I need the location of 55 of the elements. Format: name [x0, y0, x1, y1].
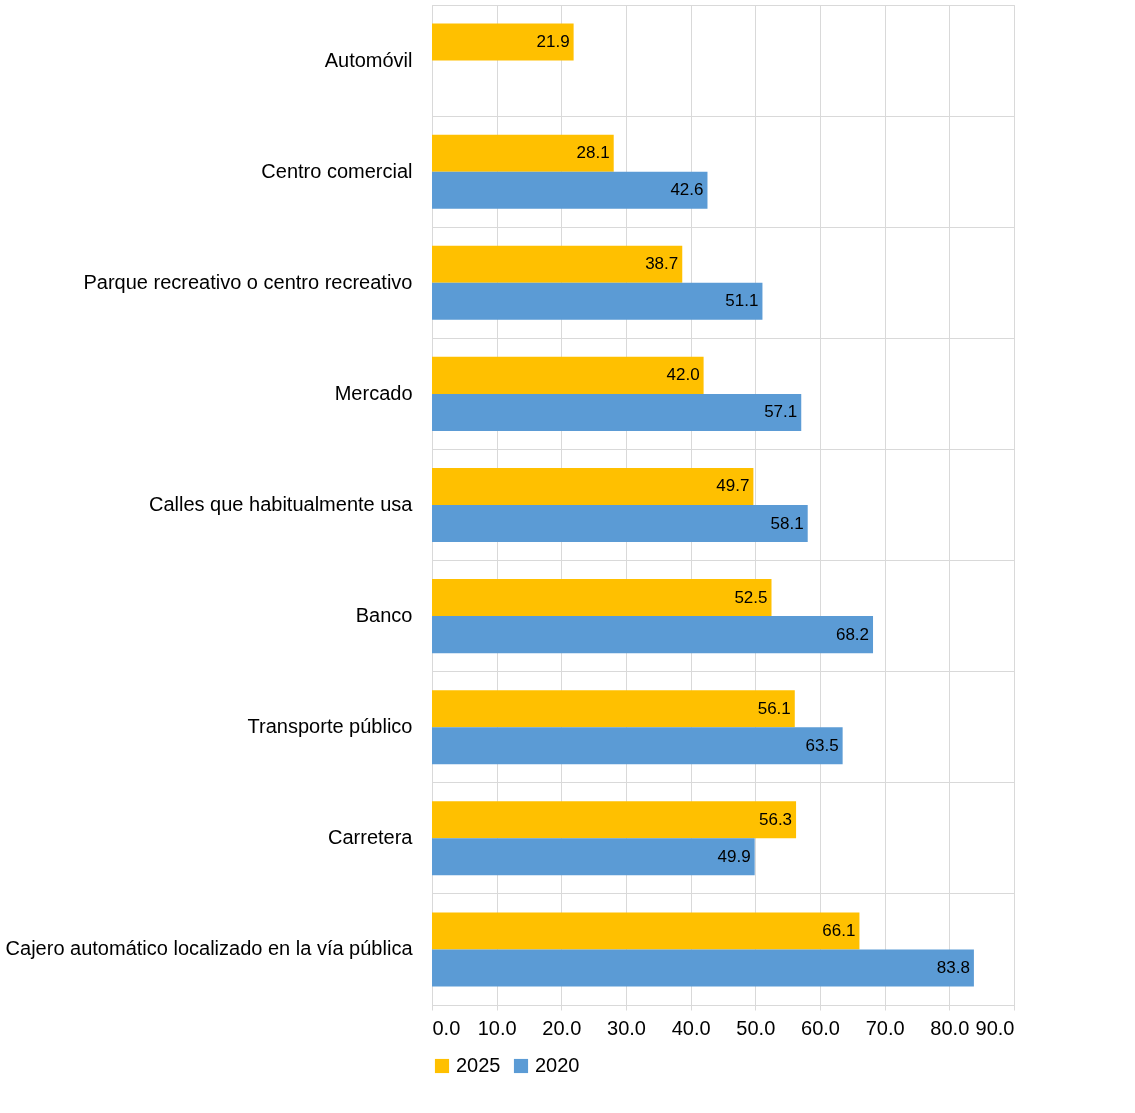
y-tick-label: Centro comercial — [261, 159, 413, 182]
bar — [432, 171, 708, 209]
data-label: 49.9 — [717, 846, 751, 866]
bar — [432, 393, 802, 431]
bar — [432, 467, 754, 505]
data-label: 56.3 — [758, 809, 793, 829]
bar — [432, 949, 974, 987]
data-label: 49.7 — [716, 476, 750, 496]
x-tick-label: 90.0 — [975, 1016, 1015, 1039]
bar — [432, 23, 574, 61]
data-label: 63.5 — [805, 735, 839, 755]
y-tick-label: Parque recreativo o centro recreativo — [83, 270, 413, 293]
x-tick-label: 50.0 — [736, 1016, 776, 1039]
data-label: 51.1 — [725, 291, 759, 311]
x-tick-label: 80.0 — [930, 1016, 970, 1039]
data-label: 52.5 — [734, 587, 768, 607]
bar — [432, 579, 772, 617]
legend-label: 2025 — [456, 1054, 501, 1076]
bar — [432, 912, 860, 950]
y-tick-label: Calles que habitualmente usa — [148, 493, 414, 515]
data-label: 58.1 — [770, 513, 804, 533]
bar — [432, 801, 797, 839]
bar — [432, 505, 808, 543]
x-tick-label: 60.0 — [801, 1016, 840, 1039]
data-label: 42.0 — [666, 365, 700, 385]
x-tick-label: 10.0 — [477, 1016, 517, 1039]
y-tick-label: Cajero automático localizado en la vía pública — [5, 937, 414, 960]
x-tick-label: 30.0 — [607, 1016, 646, 1039]
y-tick-label: Transporte público — [247, 715, 413, 738]
y-tick-label: Automóvil — [324, 48, 413, 71]
data-label: 68.2 — [835, 624, 870, 644]
bar — [432, 690, 795, 728]
x-tick-label: 0.0 — [432, 1016, 461, 1039]
legend-label: 2020 — [535, 1054, 580, 1076]
bar — [432, 245, 683, 283]
x-tick-label: 40.0 — [671, 1016, 711, 1039]
x-tick-label: 70.0 — [865, 1016, 905, 1039]
data-label: 28.1 — [576, 143, 610, 163]
bar — [432, 356, 704, 394]
bar — [432, 838, 755, 876]
data-label: 42.6 — [670, 180, 704, 200]
x-tick-label: 20.0 — [542, 1016, 582, 1039]
bar — [432, 727, 843, 765]
data-label: 66.1 — [822, 920, 856, 940]
data-label: 83.8 — [936, 957, 970, 977]
bar — [432, 616, 874, 654]
bar — [432, 282, 763, 320]
data-label: 57.1 — [764, 402, 798, 422]
bar — [432, 134, 614, 172]
data-label: 38.7 — [645, 254, 679, 274]
y-tick-label: Mercado — [334, 381, 413, 404]
y-tick-label: Banco — [355, 604, 413, 627]
data-label: 21.9 — [536, 32, 570, 52]
y-tick-label: Carretera — [328, 826, 414, 849]
data-label: 56.1 — [757, 698, 791, 718]
